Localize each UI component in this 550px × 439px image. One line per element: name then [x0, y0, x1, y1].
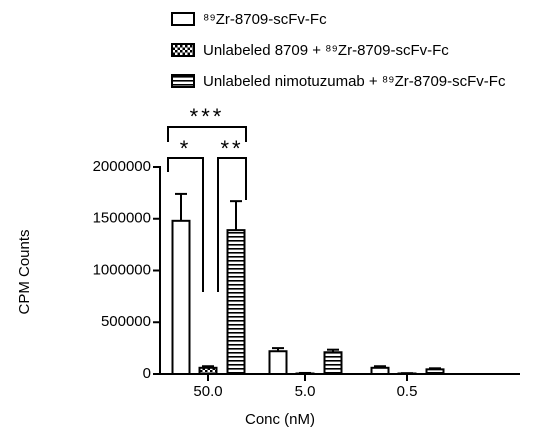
- bar: [397, 372, 417, 376]
- x-tick-label: 0.5: [397, 383, 418, 400]
- y-axis-label: CPM Counts: [16, 229, 33, 314]
- legend-swatch: [171, 74, 195, 88]
- bar: [295, 372, 315, 376]
- bar: [323, 351, 343, 376]
- legend-label: ⁸⁹Zr-8709-scFv-Fc: [203, 11, 327, 28]
- significance-label: ***: [190, 104, 225, 129]
- y-tick-label: 1500000: [93, 210, 151, 227]
- y-tick-label: 1000000: [93, 261, 151, 278]
- significance-bracket: [217, 157, 247, 292]
- bar: [268, 350, 288, 376]
- significance-label: *: [180, 136, 192, 161]
- bar: [198, 366, 218, 376]
- y-tick-label: 0: [143, 365, 151, 382]
- significance-bracket: [167, 126, 247, 142]
- legend-label: Unlabeled nimotuzumab + ⁸⁹Zr-8709-scFv-F…: [203, 73, 506, 90]
- legend-swatch: [171, 12, 195, 26]
- x-tick-label: 5.0: [295, 383, 316, 400]
- y-tick-label: 500000: [101, 313, 151, 330]
- x-axis-label: Conc (nM): [245, 411, 315, 428]
- significance-label: **: [220, 136, 243, 161]
- bar: [425, 368, 445, 375]
- bar: [370, 366, 390, 376]
- legend-swatch: [171, 43, 195, 57]
- bar: [226, 229, 246, 375]
- bar: [171, 219, 191, 375]
- significance-bracket: [167, 157, 204, 292]
- legend-label: Unlabeled 8709 + ⁸⁹Zr-8709-scFv-Fc: [203, 42, 449, 59]
- x-tick-label: 50.0: [193, 383, 222, 400]
- y-tick-label: 2000000: [93, 158, 151, 175]
